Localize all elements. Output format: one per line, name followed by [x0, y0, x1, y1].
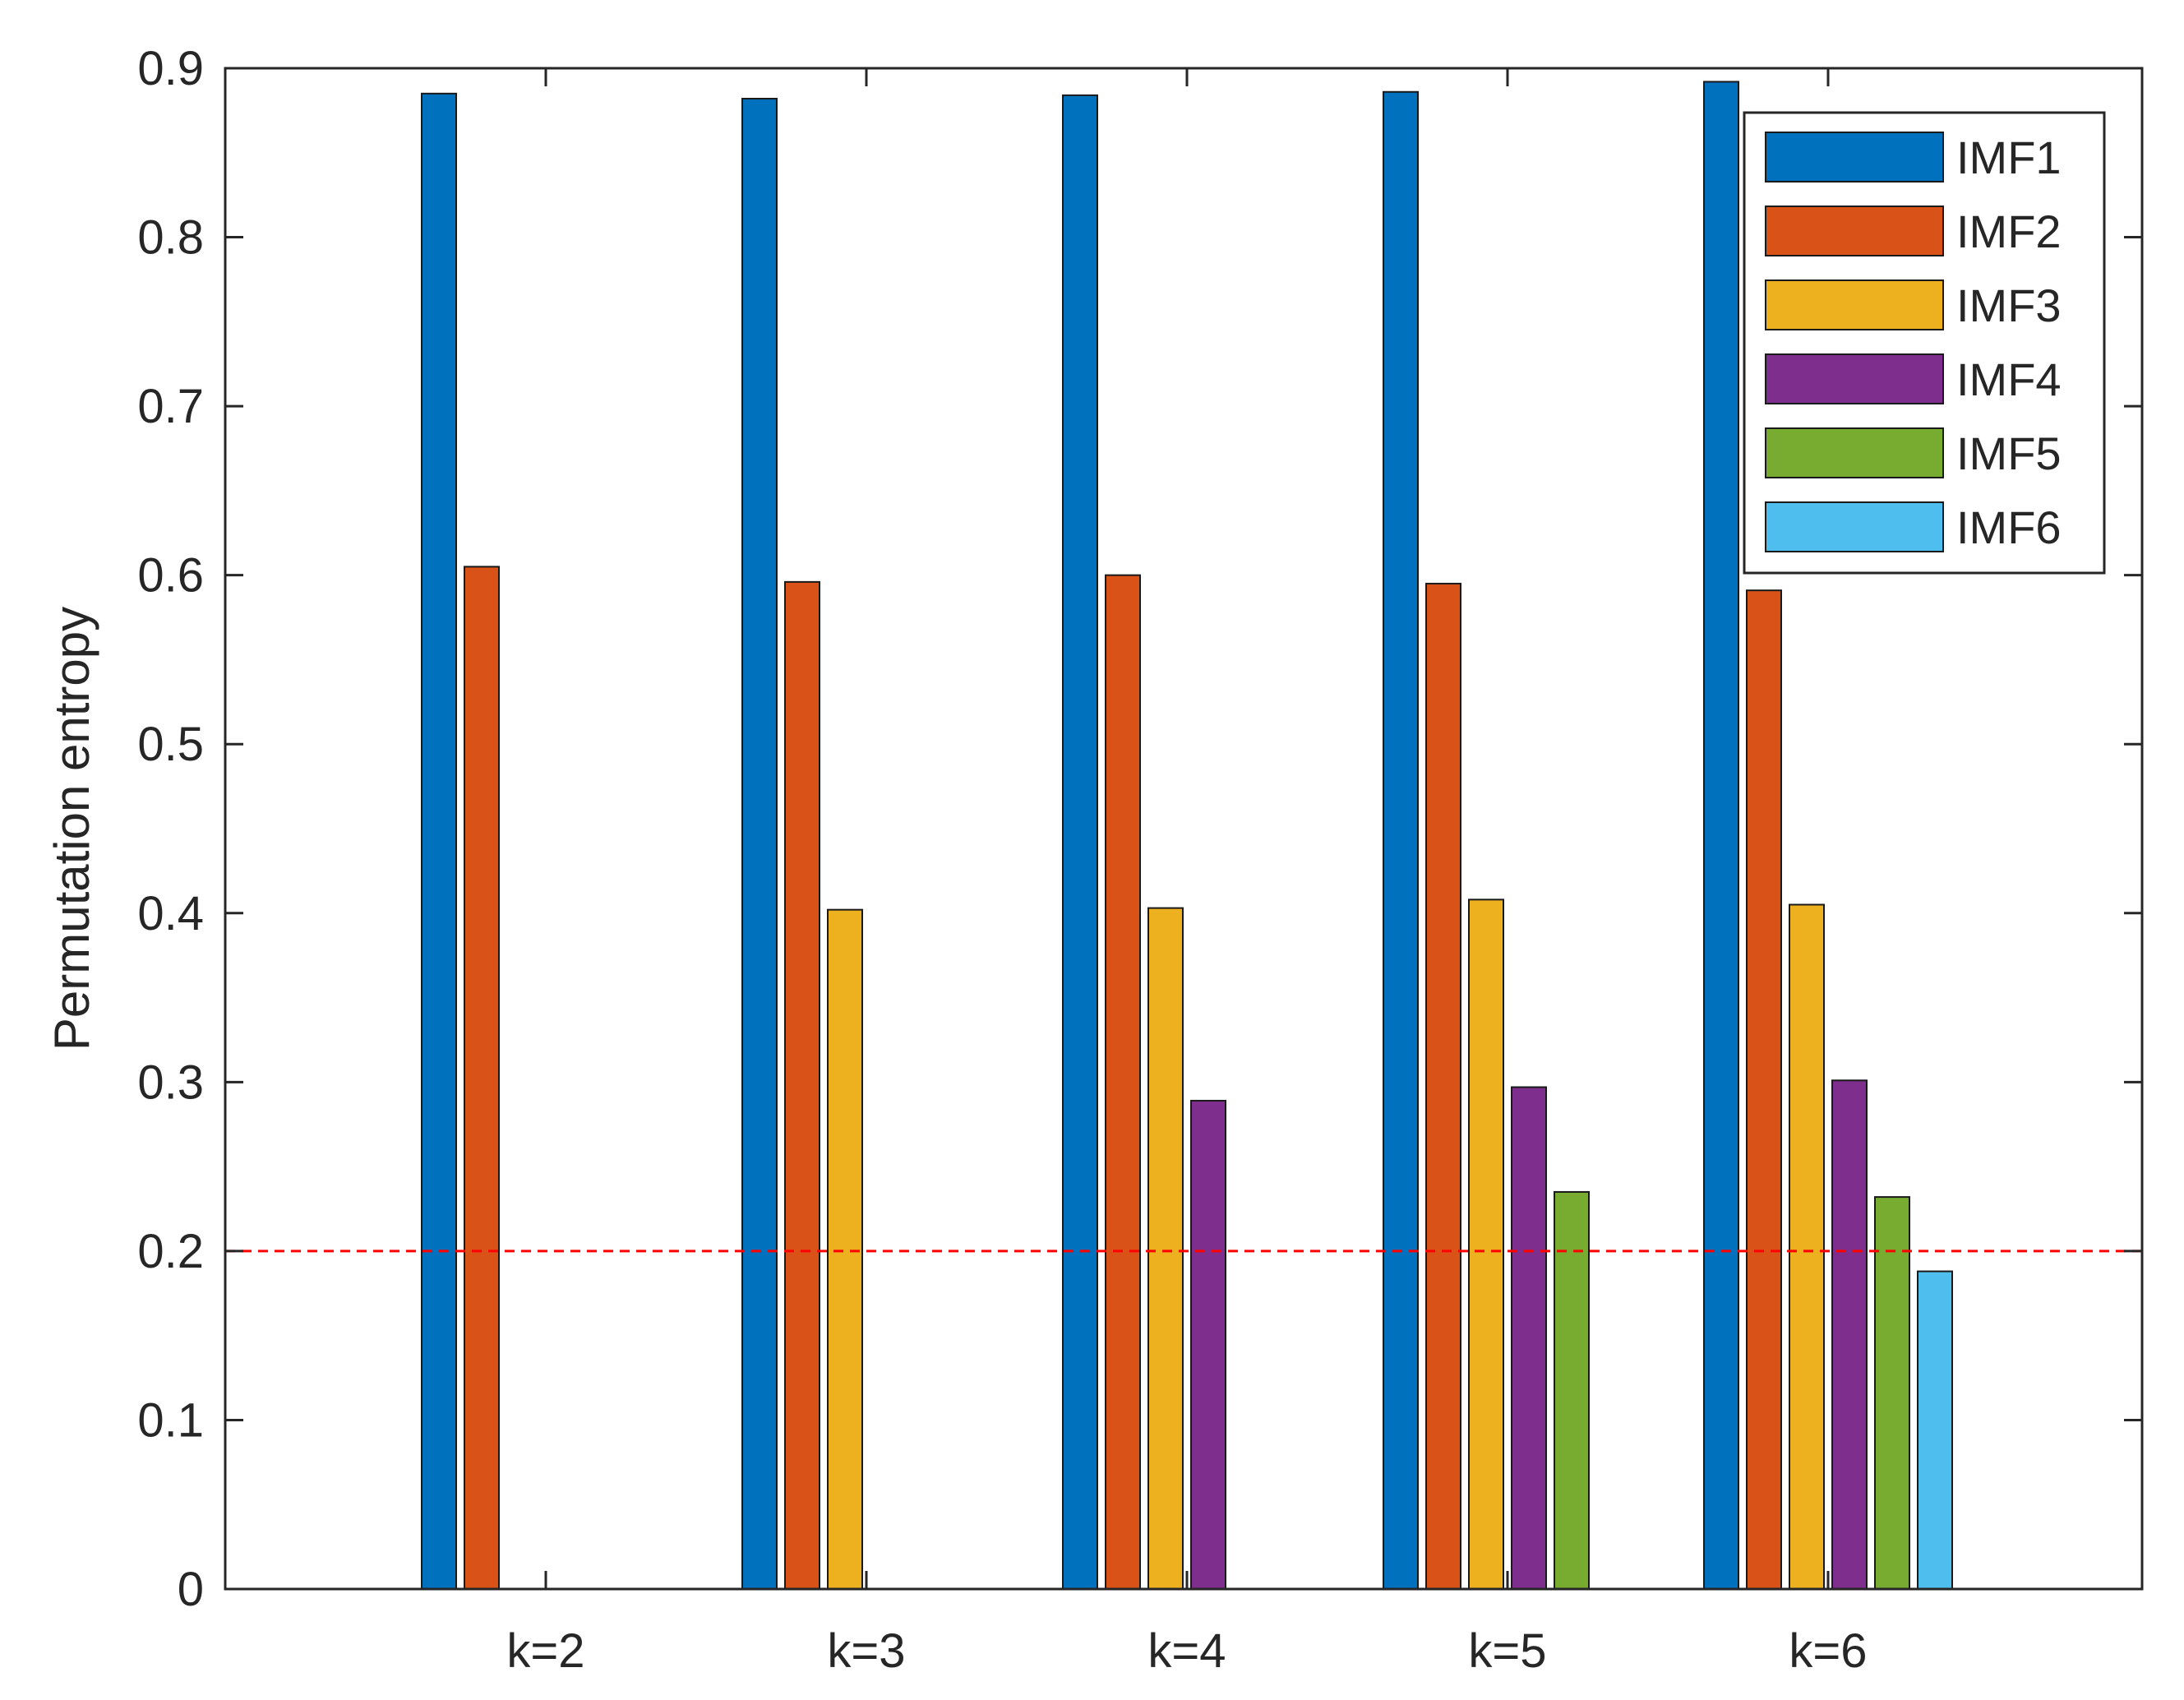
legend-swatch-imf3 [1765, 279, 1944, 330]
y-tick-label: 0.1 [137, 1393, 204, 1447]
legend-swatch-imf1 [1765, 132, 1944, 182]
legend-label-imf5: IMF5 [1956, 427, 2062, 479]
legend-swatch-imf6 [1765, 501, 1944, 552]
bar-imf6-k=6 [1917, 1270, 1953, 1590]
bar-imf1-k=4 [1062, 94, 1098, 1590]
bar-imf1-k=2 [421, 92, 457, 1590]
y-axis-label: Permutation entropy [44, 607, 99, 1051]
y-tick-label: 0.2 [137, 1225, 204, 1278]
bar-imf5-k=5 [1554, 1190, 1590, 1590]
bar-imf2-k=6 [1746, 589, 1782, 1591]
y-tick-label: 0.7 [137, 380, 204, 433]
legend-label-imf4: IMF4 [1956, 353, 2062, 405]
axes-box [224, 67, 2144, 1591]
bar-imf2-k=2 [464, 566, 500, 1590]
bar-imf2-k=5 [1425, 582, 1461, 1590]
x-tick-label: k=2 [506, 1624, 584, 1678]
y-tick-label: 0.5 [137, 718, 204, 771]
y-tick-label: 0.9 [137, 42, 204, 95]
bar-imf3-k=4 [1147, 907, 1184, 1590]
x-tick-label: k=3 [827, 1624, 905, 1678]
y-tick-label: 0.6 [137, 549, 204, 603]
legend-swatch-imf5 [1765, 427, 1944, 478]
legend-swatch-imf2 [1765, 206, 1944, 256]
bar-imf2-k=3 [784, 580, 820, 1590]
bar-imf4-k=5 [1511, 1086, 1547, 1590]
x-tick-label: k=5 [1468, 1624, 1546, 1678]
bar-imf4-k=4 [1190, 1099, 1226, 1590]
bar-imf4-k=6 [1831, 1079, 1868, 1591]
bar-imf3-k=3 [827, 908, 863, 1590]
legend-label-imf1: IMF1 [1956, 132, 2062, 183]
bars-layer [421, 81, 1953, 1591]
bar-imf1-k=5 [1383, 90, 1419, 1590]
y-tick-label: 0.4 [137, 887, 204, 940]
y-tick-label: 0.3 [137, 1056, 204, 1109]
legend-label-imf6: IMF6 [1956, 501, 2062, 553]
legend-swatch-imf4 [1765, 353, 1944, 404]
legend-box [1743, 111, 2106, 575]
legend-label-imf3: IMF3 [1956, 279, 2062, 331]
bar-imf1-k=6 [1703, 81, 1739, 1590]
bar-imf2-k=4 [1105, 574, 1141, 1591]
x-tick-label: k=6 [1789, 1624, 1867, 1678]
bar-imf5-k=6 [1874, 1196, 1910, 1590]
y-tick-label: 0.8 [137, 211, 204, 265]
ticks-layer: 0 0.1 0.2 0.3 0.4 0.5 0.6 0.7 0.8 0.9 k=2 k=3 k=4 k=5… [137, 42, 2142, 1678]
bar-imf3-k=5 [1468, 899, 1504, 1591]
y-tick-label: 0 [178, 1563, 204, 1616]
legend-label-imf2: IMF2 [1956, 206, 2062, 257]
x-tick-label: k=4 [1147, 1624, 1226, 1678]
legend: IMF1 IMF2 IMF3 IMF4 IMF5 IMF6 [1743, 111, 2106, 575]
bar-imf3-k=6 [1789, 903, 1825, 1590]
bar-imf1-k=3 [741, 98, 778, 1590]
